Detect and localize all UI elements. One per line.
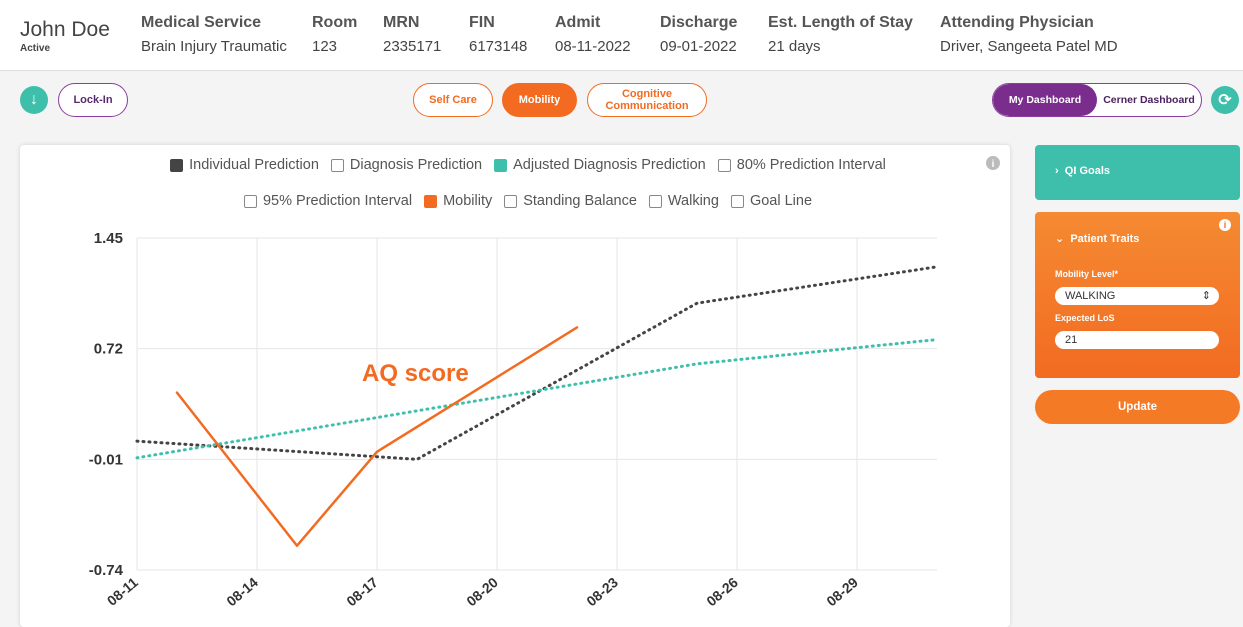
refresh-button[interactable]: ⟳ (1211, 86, 1239, 114)
legend-item[interactable]: Walking (648, 193, 719, 209)
patient-traits-panel: ⌄ Patient Traits i Mobility Level* WALKI… (1035, 212, 1240, 378)
x-tick-label: 08-23 (583, 574, 621, 609)
info-icon[interactable] (986, 156, 1000, 170)
field-label: Medical Service (141, 14, 262, 31)
field-label: Admit (555, 14, 601, 31)
mobility-level-value: WALKING (1065, 290, 1116, 302)
legend-label: 95% Prediction Interval (262, 193, 413, 209)
x-tick-label: 08-17 (343, 574, 381, 609)
info-icon[interactable]: i (1219, 219, 1231, 231)
field-value: 08-11-2022 (555, 38, 631, 55)
legend-checkbox[interactable] (730, 194, 744, 208)
tab[interactable]: Mobility (502, 83, 577, 117)
qi-goals-title: QI Goals (1064, 165, 1111, 177)
series-line (135, 265, 939, 461)
legend-checkbox[interactable] (504, 194, 518, 208)
field-value: 6173148 (469, 38, 528, 55)
tab[interactable]: Self Care (413, 83, 493, 117)
dashboard-option[interactable]: My Dashboard (993, 84, 1097, 116)
x-tick-label: 08-26 (703, 574, 741, 609)
toolbar: ↓ Lock-In ⟳ Self Care Mobility Cognitive C… (0, 71, 1243, 131)
x-tick-label: 08-20 (463, 574, 501, 609)
legend-label: Adjusted Diagnosis Prediction (513, 157, 706, 173)
field-label: Attending Physician (940, 14, 1094, 31)
legend-checkbox[interactable] (170, 158, 184, 172)
patient-header: John Doe Active Medical Service Brain Inj… (0, 0, 1243, 71)
legend-checkbox[interactable] (717, 158, 731, 172)
y-tick-label: -0.01 (89, 451, 123, 468)
field-value: 2335171 (383, 38, 442, 55)
x-tick-label: 08-14 (223, 574, 261, 609)
legend-item[interactable]: Diagnosis Prediction (330, 157, 483, 173)
download-button[interactable]: ↓ (20, 86, 48, 114)
legend-label: Standing Balance (523, 193, 637, 209)
legend-label: 80% Prediction Interval (736, 157, 886, 173)
field-label: MRN (383, 14, 420, 31)
field-value: 123 (312, 38, 338, 55)
y-tick-label: 0.72 (94, 341, 123, 358)
legend-item[interactable]: Mobility (424, 193, 492, 209)
tab[interactable]: Cognitive Communication (587, 83, 707, 117)
qi-goals-panel[interactable]: › QI Goals (1035, 145, 1240, 200)
legend-label: Individual Prediction (189, 157, 319, 173)
expected-los-input[interactable]: 21 (1055, 331, 1219, 349)
dashboard-option[interactable]: Cerner Dashboard (1103, 94, 1195, 106)
series-line (175, 326, 579, 547)
expected-los-label: Expected LoS (1055, 313, 1115, 323)
patient-name: John Doe (20, 18, 110, 41)
legend-checkbox[interactable] (424, 194, 438, 208)
field-label: Discharge (660, 14, 738, 31)
legend-label: Diagnosis Prediction (349, 157, 483, 173)
mobility-level-select[interactable]: WALKING ⇕ (1055, 287, 1219, 305)
y-tick-label: 1.45 (94, 230, 123, 247)
lock-in-button[interactable]: Lock-In (58, 83, 128, 117)
annotation: AQ score (362, 360, 469, 387)
field-label: Room (312, 14, 358, 31)
mobility-level-label: Mobility Level* (1055, 269, 1119, 279)
patient-traits-title: Patient Traits (1070, 233, 1140, 245)
legend-checkbox[interactable] (494, 158, 508, 172)
info-icon-glyph: i (992, 159, 995, 170)
legend-label: Goal Line (749, 193, 813, 209)
legend-label: Walking (667, 193, 719, 209)
field-value: 09-01-2022 (660, 38, 737, 55)
x-tick-label: 08-29 (823, 574, 861, 609)
field-value: Driver, Sangeeta Patel MD (940, 38, 1118, 55)
legend-item[interactable]: Individual Prediction (170, 157, 319, 173)
legend-item[interactable]: Standing Balance (504, 193, 637, 209)
field-value: Brain Injury Traumatic (141, 38, 287, 55)
field-value: 21 days (768, 38, 821, 55)
legend-item[interactable]: Goal Line (730, 193, 813, 209)
dashboard-toggle: My Dashboard Cerner Dashboard (992, 83, 1202, 117)
legend-label: Mobility (443, 193, 493, 209)
legend-checkbox[interactable] (330, 158, 344, 172)
legend-item[interactable]: 80% Prediction Interval (717, 157, 886, 173)
field-label: FIN (469, 14, 495, 31)
y-tick-label: -0.74 (89, 562, 124, 579)
chart-card: Individual Prediction Diagnosis Predictio… (20, 145, 1010, 627)
x-tick-label: 08-11 (104, 574, 141, 609)
legend-item[interactable]: Adjusted Diagnosis Prediction (494, 157, 706, 173)
patient-status: Active (20, 43, 51, 54)
legend-checkbox[interactable] (648, 194, 662, 208)
legend-checkbox[interactable] (243, 194, 257, 208)
legend-item[interactable]: 95% Prediction Interval (243, 193, 413, 209)
update-button[interactable]: Update (1035, 390, 1240, 424)
legend: Individual Prediction Diagnosis Predictio… (133, 157, 923, 209)
field-label: Est. Length of Stay (768, 14, 913, 31)
